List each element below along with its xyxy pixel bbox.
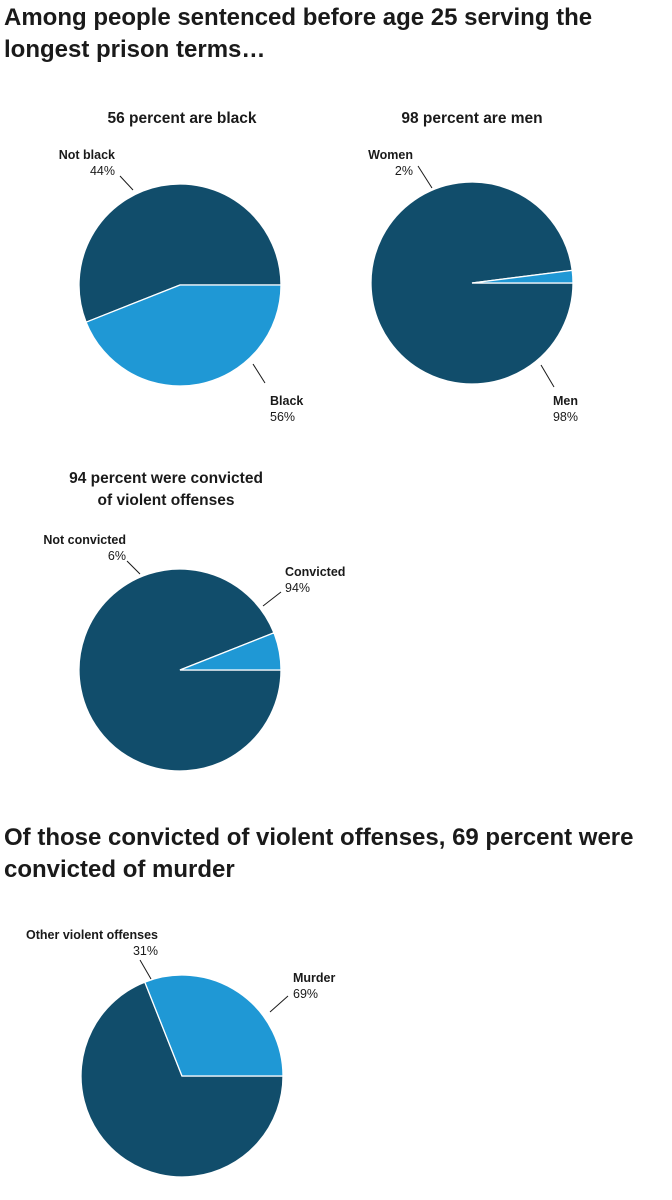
leader-line [119,175,134,191]
pie-chart-gender-svg: 98 percent are men Men 98% Women 2% [368,110,578,424]
slice-label-women: Women [368,148,413,162]
pie-chart-murder-svg: Murder 69% Other violent offenses 31% [26,928,336,1178]
pie-slice-murder [80,981,284,1178]
slice-value-men: 98% [553,410,578,424]
leader-line [139,959,152,980]
pie-chart-race-svg: 56 percent are black Black 56% Not black 44% [59,110,304,424]
leader-line [262,591,282,607]
pie-slice-not-black [85,284,282,387]
leader-line [126,560,141,575]
slice-value-not-convicted: 6% [108,549,126,563]
slice-label-black: Black [270,394,303,408]
chart-title: 98 percent are men [401,110,542,127]
leader-line [417,165,433,189]
slice-label-other-violent-offenses: Other violent offenses [26,928,158,942]
chart-title: 94 percent were convicted [69,470,263,487]
slice-label-not-black: Not black [59,148,115,162]
chart-title: of violent offenses [98,492,235,509]
chart-title: 56 percent are black [107,110,256,127]
pie-slice-black [78,183,282,324]
pie-slice-women [471,269,574,284]
pie-slice-other-violent-offenses [143,974,284,1077]
pie-chart-violent-conviction-svg: 94 percent were convicted of violent offe… [43,470,345,772]
slice-label-convicted: Convicted [285,565,345,579]
pie-chart-murder: Murder 69% Other violent offenses 31% [0,900,360,1190]
secondary-heading: Of those convicted of violent offenses, … [4,824,634,883]
pie-slice-not-convicted [179,631,282,671]
slice-value-not-black: 44% [90,164,115,178]
main-heading: Among people sentenced before age 25 ser… [4,4,593,63]
slice-value-convicted: 94% [285,581,310,595]
pie-chart-race: 56 percent are black Black 56% Not black 44% [0,100,320,440]
slice-label-men: Men [553,394,578,408]
slice-value-other-violent-offenses: 31% [133,944,158,958]
slice-value-black: 56% [270,410,295,424]
slice-value-women: 2% [395,164,413,178]
slice-label-murder: Murder [293,971,336,985]
leader-line [252,363,266,384]
pie-chart-gender: 98 percent are men Men 98% Women 2% [336,100,656,440]
leader-line [269,995,289,1013]
slice-label-not-convicted: Not convicted [43,533,126,547]
leader-line [540,364,555,388]
slice-value-murder: 69% [293,987,318,1001]
pie-chart-violent-conviction: 94 percent were convicted of violent offe… [0,460,360,790]
